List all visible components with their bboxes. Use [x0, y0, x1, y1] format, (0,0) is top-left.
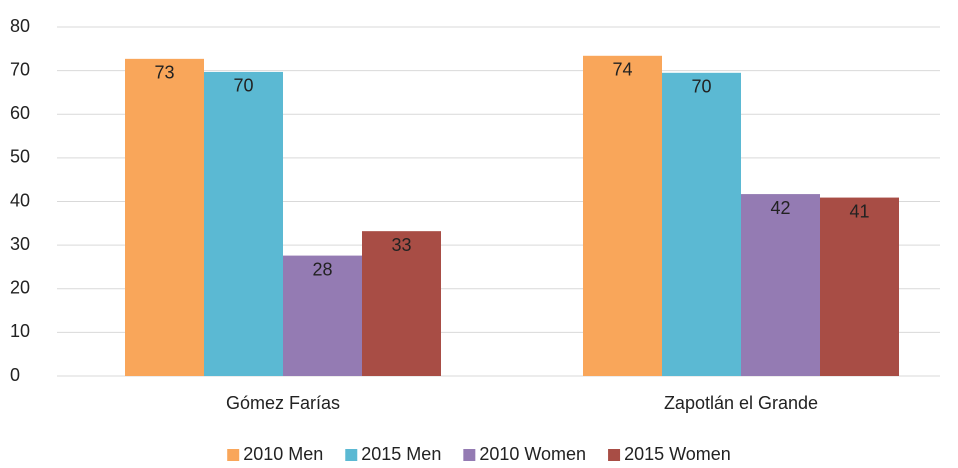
- legend-swatch: [463, 449, 476, 461]
- y-tick-label: 50: [10, 147, 30, 167]
- bar: [125, 58, 204, 376]
- x-tick-label: Gómez Farías: [226, 393, 340, 413]
- bar: [362, 231, 441, 376]
- bar: [741, 194, 820, 376]
- legend-swatch: [345, 449, 358, 461]
- legend-label: 2010 Men: [243, 444, 323, 463]
- y-tick-label: 10: [10, 321, 30, 341]
- data-label: 73: [154, 63, 174, 83]
- y-tick-label: 80: [10, 16, 30, 36]
- y-tick-label: 0: [10, 365, 20, 385]
- legend-label: 2010 Women: [479, 444, 586, 463]
- bar: [583, 55, 662, 376]
- data-label: 74: [612, 60, 632, 80]
- data-label: 70: [233, 76, 253, 96]
- y-tick-label: 70: [10, 59, 30, 79]
- y-tick-label: 30: [10, 234, 30, 254]
- bar: [283, 255, 362, 376]
- bar: [820, 197, 899, 376]
- bar: [204, 71, 283, 376]
- data-label: 28: [312, 259, 332, 279]
- legend-label: 2015 Men: [361, 444, 441, 463]
- data-label: 70: [691, 77, 711, 97]
- y-tick-label: 40: [10, 190, 30, 210]
- x-tick-label: Zapotlán el Grande: [664, 393, 818, 413]
- legend-swatch: [227, 449, 240, 461]
- legend-label: 2015 Women: [624, 444, 731, 463]
- bar: [662, 72, 741, 377]
- data-label: 33: [391, 235, 411, 255]
- legend-swatch: [608, 449, 621, 461]
- data-label: 41: [849, 201, 869, 221]
- y-tick-label: 60: [10, 103, 30, 123]
- y-tick-label: 20: [10, 278, 30, 298]
- data-label: 42: [770, 198, 790, 218]
